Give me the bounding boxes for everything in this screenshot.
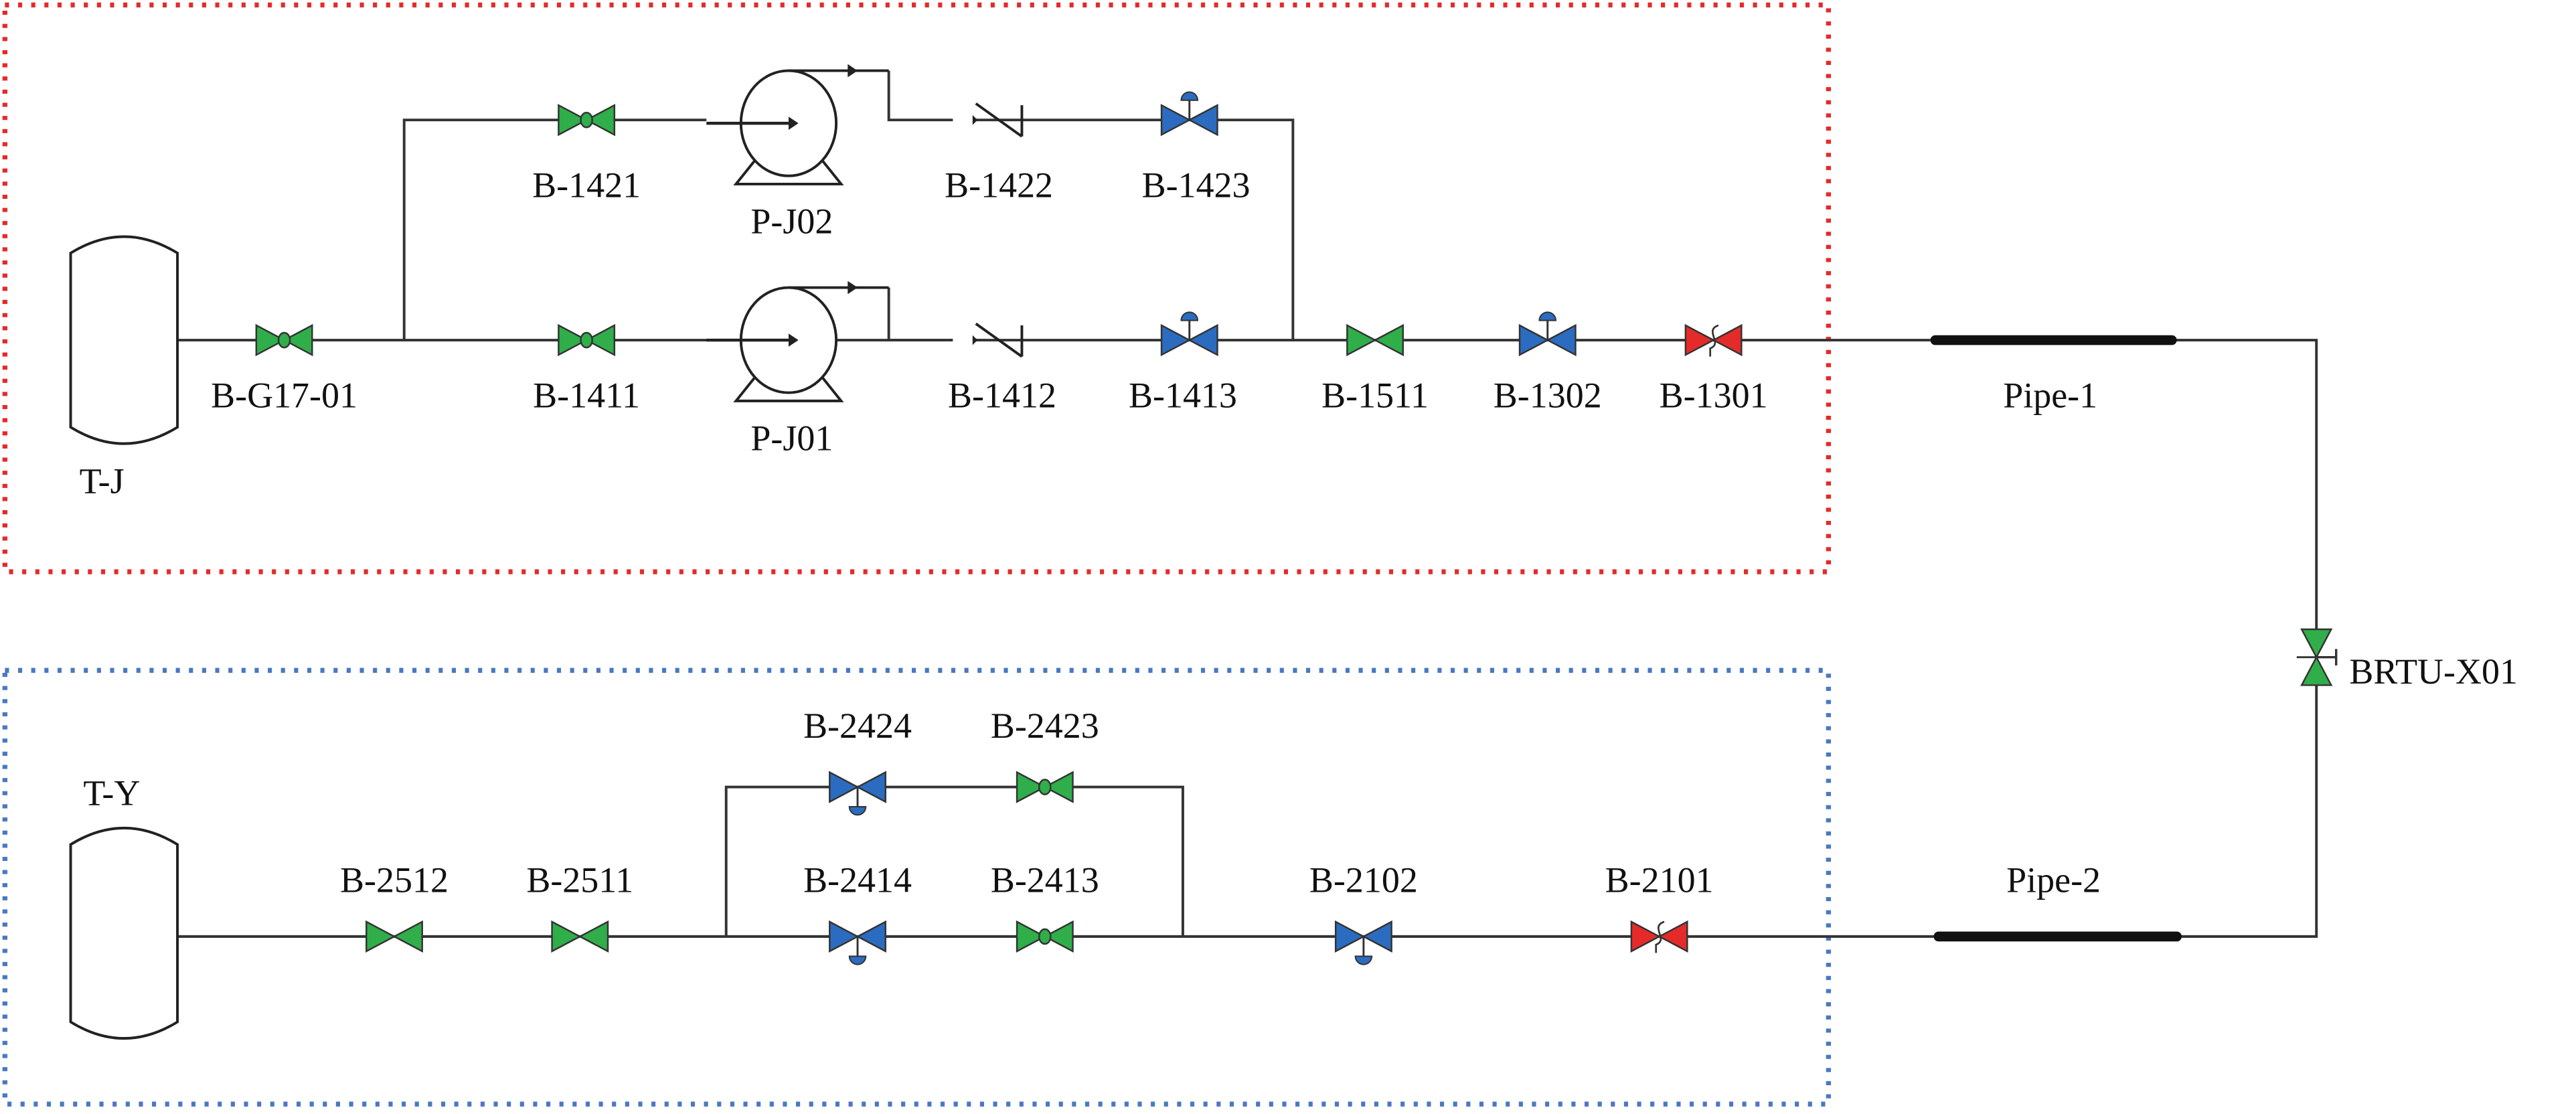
equipment-label: B-2102 — [1309, 860, 1418, 900]
equipment-label: B-1421 — [532, 165, 641, 206]
equipment-label: B-1422 — [945, 165, 1053, 206]
pump-p-j01[interactable] — [706, 281, 889, 402]
equipment-label: T-Y — [83, 773, 140, 813]
equipment-label: B-1412 — [948, 376, 1056, 416]
valve-b-1423[interactable] — [1160, 91, 1218, 137]
valve-b-2511[interactable] — [551, 920, 609, 953]
valve-b-2512[interactable] — [366, 920, 423, 953]
valve-b-2413[interactable] — [1016, 920, 1074, 953]
valve-b-2101[interactable] — [1630, 920, 1688, 953]
equipment-label: Pipe-2 — [2006, 860, 2101, 900]
equipment-label: B-2424 — [803, 706, 912, 746]
equipment-label: B-2101 — [1605, 860, 1714, 900]
equipment-label: B-2511 — [526, 860, 633, 900]
valve-b-1511[interactable] — [1346, 323, 1404, 357]
valve-b-1412[interactable] — [953, 322, 1024, 358]
equipment-label: B-2512 — [340, 860, 449, 900]
tank-t-j[interactable] — [69, 235, 179, 445]
valve-b-g17-01[interactable] — [255, 323, 313, 357]
pipe-line — [724, 785, 1184, 937]
valve-b-2423[interactable] — [1016, 771, 1074, 803]
valve-b-1421[interactable] — [558, 104, 616, 137]
valve-b-2424[interactable] — [829, 771, 886, 816]
equipment-label: BRTU-X01 — [2349, 651, 2518, 692]
pipe-line — [887, 70, 1295, 341]
equipment-label: T-J — [80, 461, 125, 501]
equipment-label: B-1411 — [533, 376, 640, 416]
upper-zone-border — [2, 2, 1832, 574]
lower-zone-border — [2, 667, 1832, 1107]
valve-b-1302[interactable] — [1518, 311, 1577, 357]
valve-b-1422[interactable] — [953, 102, 1024, 138]
pipe-line — [402, 118, 707, 341]
equipment-label: P-J02 — [750, 202, 833, 242]
pump-p-j02[interactable] — [706, 64, 889, 185]
valve-b-1301[interactable] — [1684, 323, 1743, 357]
valve-b-2414[interactable] — [829, 920, 886, 965]
tank-t-y[interactable] — [69, 826, 179, 1040]
valve-b-1411[interactable] — [558, 323, 616, 357]
equipment-label: B-2423 — [991, 706, 1099, 746]
equipment-label: B-G17-01 — [211, 376, 357, 416]
equipment-label: Pipe-1 — [2003, 376, 2097, 416]
equipment-label: B-1302 — [1494, 376, 1602, 416]
equipment-label: B-1511 — [1321, 376, 1429, 416]
equipment-label: B-1413 — [1129, 376, 1237, 416]
equipment-label: P-J01 — [750, 418, 833, 458]
pipe-line — [2172, 339, 2318, 938]
equipment-label: B-2414 — [803, 860, 912, 900]
equipment-label: B-1301 — [1660, 376, 1768, 416]
pipe-line — [887, 287, 986, 342]
equipment-label: B-2413 — [991, 860, 1099, 900]
valve-b-1413[interactable] — [1160, 311, 1218, 357]
equipment-label: B-1423 — [1142, 165, 1251, 206]
valve-b-2102[interactable] — [1334, 920, 1392, 965]
